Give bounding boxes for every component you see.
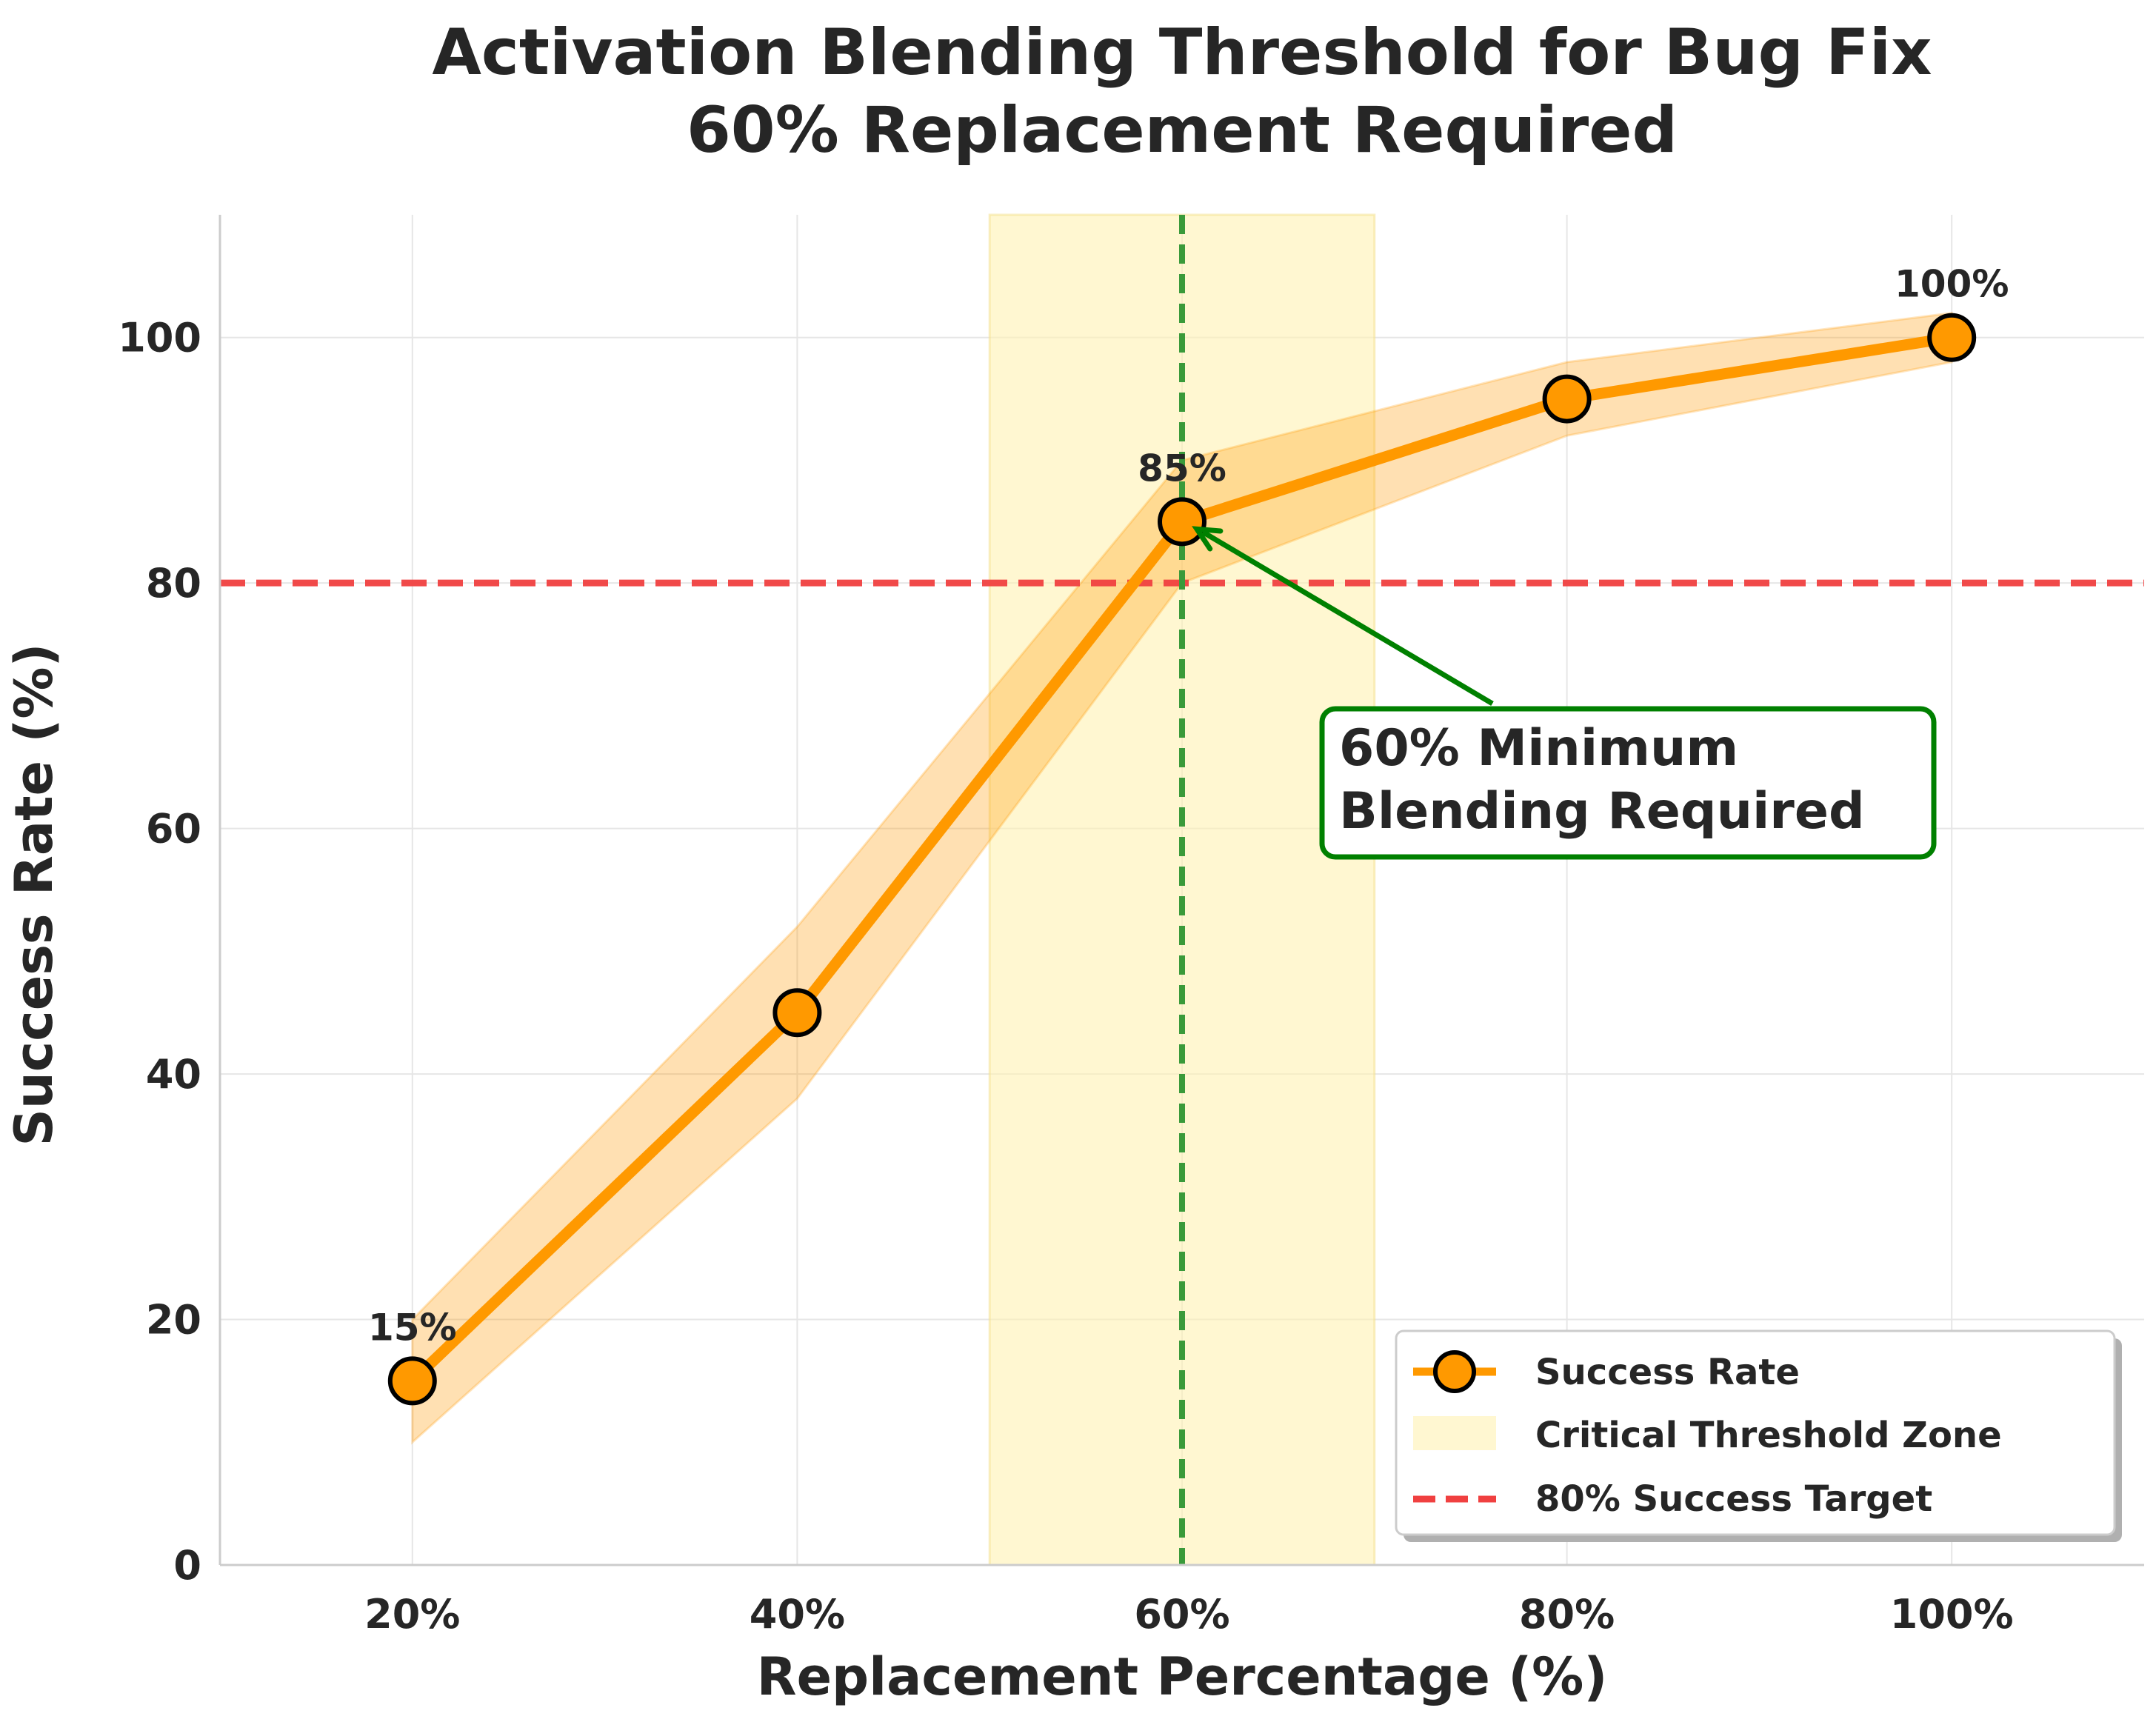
- legend-swatch-success-rate-marker: [1433, 1350, 1476, 1393]
- data-point: [1927, 313, 1977, 362]
- annotation: 60% Minimum Blending Required: [1192, 526, 1937, 860]
- data-point: [387, 1356, 437, 1406]
- data-point: [1158, 497, 1207, 547]
- annotation-line-1: 60% Minimum: [1339, 719, 1738, 778]
- legend-label-success-rate: Success Rate: [1535, 1352, 1800, 1393]
- annotation-line-2: Blending Required: [1339, 782, 1865, 841]
- legend: Success Rate Critical Threshold Zone 80%…: [1395, 1329, 2122, 1542]
- legend-label-threshold-zone: Critical Threshold Zone: [1535, 1415, 2002, 1456]
- y-axis-label: Success Rate (%): [4, 644, 64, 1147]
- x-tick-label: 80%: [1519, 1591, 1615, 1638]
- annotation-box: [1319, 706, 1937, 860]
- point-label: 85%: [1138, 447, 1226, 490]
- point-label: 100%: [1895, 263, 2009, 306]
- critical-threshold-zone: [988, 213, 1376, 1566]
- y-tick-label: 20: [146, 1297, 201, 1344]
- legend-frame: [1395, 1329, 2116, 1536]
- legend-swatch-threshold-zone: [1413, 1416, 1496, 1450]
- y-tick-labels: 0 20 40 60 80 100: [118, 315, 201, 1589]
- legend-label-target: 80% Success Target: [1535, 1478, 1932, 1520]
- y-tick-label: 100: [118, 315, 201, 361]
- y-tick-label: 40: [146, 1051, 201, 1098]
- x-tick-label: 20%: [364, 1591, 460, 1638]
- chart-title-line-2: 60% Replacement Required: [687, 93, 1678, 167]
- y-tick-label: 80: [146, 560, 201, 607]
- x-tick-labels: 20% 40% 60% 80% 100%: [364, 1591, 2013, 1638]
- annotation-arrowhead: [1192, 526, 1224, 552]
- x-tick-label: 60%: [1134, 1591, 1229, 1638]
- chart-title-line-1: Activation Blending Threshold for Bug Fi…: [432, 16, 1932, 90]
- annotation-arrow: [1201, 530, 1494, 707]
- data-points: [387, 313, 1977, 1406]
- point-label: 15%: [368, 1306, 457, 1349]
- x-tick-label: 100%: [1890, 1591, 2014, 1638]
- data-point: [772, 988, 822, 1038]
- x-axis-label: Replacement Percentage (%): [757, 1646, 1608, 1707]
- y-tick-label: 60: [146, 806, 201, 852]
- data-point: [1542, 374, 1592, 424]
- x-tick-label: 40%: [750, 1591, 845, 1638]
- point-labels: 15% 85% 100%: [368, 263, 2009, 1349]
- y-tick-label: 0: [173, 1542, 201, 1589]
